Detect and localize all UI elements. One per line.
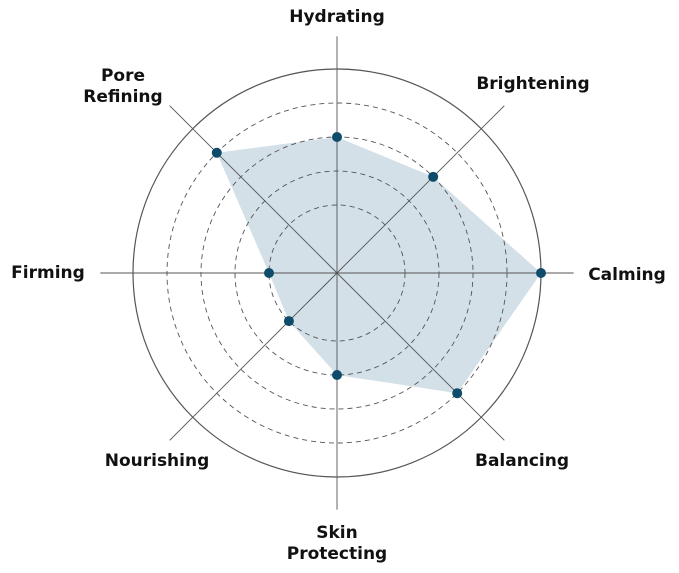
- category-label-line: Brightening: [476, 74, 589, 94]
- category-label: Hydrating: [289, 7, 385, 27]
- category-label-line: Skin: [316, 523, 357, 543]
- category-label-line: Balancing: [475, 451, 569, 471]
- category-label-line: Firming: [11, 263, 85, 283]
- data-point: [211, 147, 222, 158]
- axis-line: [169, 105, 338, 274]
- category-label: Nourishing: [105, 451, 210, 471]
- category-label: Brightening: [476, 74, 589, 94]
- category-label: Skin Protecting: [287, 523, 387, 564]
- category-label-line: Hydrating: [289, 7, 385, 27]
- category-label-line: Calming: [588, 265, 666, 285]
- data-point: [332, 132, 342, 142]
- data-point: [264, 268, 274, 278]
- data-point: [332, 370, 342, 380]
- category-label: Firming: [11, 263, 85, 283]
- data-point: [283, 316, 294, 327]
- data-point: [536, 268, 546, 278]
- category-label: Calming: [588, 265, 666, 285]
- category-label: Pore Refining: [83, 66, 162, 107]
- axis-line: [336, 105, 505, 274]
- data-point: [452, 388, 463, 399]
- category-label-line: Protecting: [287, 544, 387, 564]
- data-area: [216, 137, 541, 394]
- axis-line: [336, 272, 505, 441]
- axis-line: [169, 272, 338, 441]
- category-label-line: Pore: [101, 66, 145, 86]
- category-label: Balancing: [475, 451, 569, 471]
- category-label-line: Refining: [83, 87, 162, 107]
- data-point: [428, 171, 439, 182]
- category-label-line: Nourishing: [105, 451, 210, 471]
